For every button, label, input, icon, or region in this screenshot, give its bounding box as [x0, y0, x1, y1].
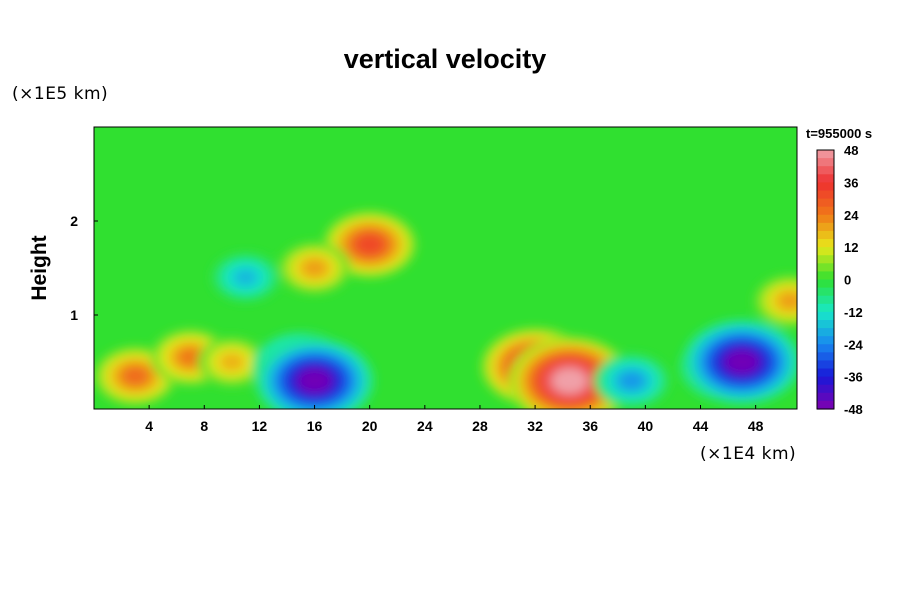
colorbar-band: [817, 303, 834, 313]
colorbar-band: [817, 311, 834, 321]
colorbar-band: [817, 287, 834, 297]
velocity-feature-6-level-5: [304, 260, 326, 276]
x-tick-label: 16: [307, 418, 323, 434]
colorbar-tick-label: -24: [844, 337, 864, 352]
y-unit-label: (×1E5 km): [12, 84, 109, 104]
colorbar-band: [817, 263, 834, 273]
colorbar-band: [817, 319, 834, 329]
colorbar-band: [817, 247, 834, 256]
velocity-feature-5-level-5: [356, 234, 384, 255]
x-tick-label: 32: [527, 418, 543, 434]
colorbar-tick-label: 48: [844, 143, 858, 158]
colorbar-band: [817, 295, 834, 305]
colorbar-frame: [816, 149, 835, 410]
y-tick-label: 2: [70, 213, 78, 229]
colorbar-tick-label: -48: [844, 402, 863, 417]
colorbar-band: [817, 336, 834, 345]
colorbar-band: [817, 255, 834, 264]
x-tick-label: 12: [252, 418, 268, 434]
colorbar-tick-label: 36: [844, 175, 858, 190]
colorbar-band: [817, 198, 834, 208]
colorbar-band: [817, 190, 834, 200]
x-tick-label: 8: [200, 418, 208, 434]
colorbar-band: [817, 214, 834, 224]
velocity-feature-11-level-5: [724, 349, 760, 375]
colorbar-band: [817, 328, 834, 337]
y-axis: 12: [70, 213, 98, 323]
velocity-feature-2-level-5: [221, 354, 242, 370]
colorbar-tick-label: 24: [844, 208, 859, 223]
velocity-feature-8-level-5: [551, 367, 588, 394]
time-label: t=955000 s: [806, 126, 873, 141]
colorbar-band: [817, 344, 834, 353]
colorbar-band: [817, 230, 834, 240]
velocity-feature-12-level-5: [235, 270, 256, 285]
x-tick-label: 4: [145, 418, 153, 434]
colorbar-band: [817, 206, 834, 216]
colorbar-band: [817, 158, 834, 167]
velocity-feature-9-level-5: [620, 372, 643, 389]
x-tick-label: 20: [362, 418, 378, 434]
colorbar-band: [817, 271, 834, 281]
colorbar-band: [817, 392, 834, 402]
colorbar-band: [817, 182, 834, 192]
colorbar-band: [817, 384, 834, 394]
colorbar-band: [817, 279, 834, 289]
colorbar-band: [817, 400, 834, 410]
x-tick-label: 48: [748, 418, 764, 434]
colorbar-band: [817, 166, 834, 175]
x-tick-label: 36: [582, 418, 598, 434]
colorbar: 48 36 24 12 0 -12 -24 -36 -48: [816, 143, 864, 417]
plot-area: [93, 126, 798, 410]
velocity-feature-4-level-5: [297, 368, 332, 394]
colorbar-tick-label: -12: [844, 305, 863, 320]
y-tick-label: 1: [70, 307, 78, 323]
colorbar-tick-label: 12: [844, 240, 858, 255]
x-tick-label: 28: [472, 418, 488, 434]
x-tick-label: 40: [638, 418, 654, 434]
chart-title: vertical velocity: [343, 44, 547, 74]
colorbar-band: [817, 368, 834, 378]
x-unit-label: (×1E4 km): [700, 444, 797, 464]
colorbar-band: [817, 352, 834, 362]
colorbar-tick-label: -36: [844, 370, 863, 385]
colorbar-band: [817, 222, 834, 232]
colorbar-tick-label: 0: [844, 273, 851, 288]
colorbar-band: [817, 150, 834, 159]
colorbar-band: [817, 360, 834, 370]
colorbar-band: [817, 239, 834, 248]
x-tick-label: 24: [417, 418, 433, 434]
colorbar-band: [817, 174, 834, 183]
velocity-feature-1-level-5: [178, 348, 203, 366]
x-axis: 4 8 12 16 20 24 28 32 36 40 44 48: [145, 405, 764, 434]
x-tick-label: 44: [693, 418, 709, 434]
velocity-feature-13-level-5: [779, 293, 797, 309]
plot-frame: [93, 126, 798, 410]
colorbar-band: [817, 376, 834, 386]
velocity-feature-0-level-5: [123, 367, 148, 385]
